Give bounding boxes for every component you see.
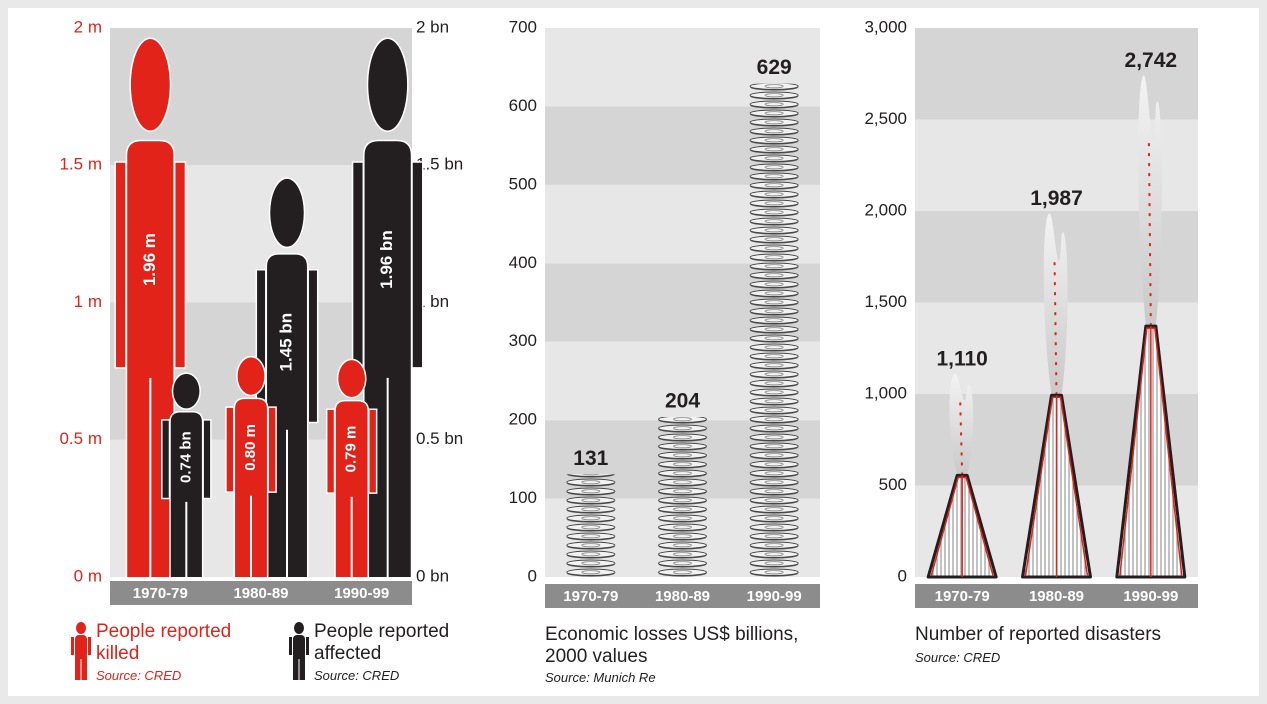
lava	[1024, 395, 1089, 577]
value-label: 131	[573, 447, 608, 470]
y-tick-label: 2,000	[864, 200, 907, 219]
legend-label: People reported killed	[96, 621, 232, 664]
y2-tick-label: 0 bn	[416, 566, 449, 585]
figure	[161, 372, 212, 579]
y-tick-label: 3,000	[864, 17, 907, 36]
y-tick-label: 300	[509, 331, 537, 350]
y-tick-label: 500	[879, 475, 907, 494]
source: Source: CRED	[96, 668, 182, 683]
legend-label: People reported affected	[314, 621, 450, 664]
x-tick-label: 1990-99	[747, 588, 802, 605]
coin-stack	[656, 417, 709, 577]
y-tick-label: 200	[509, 410, 537, 429]
y2-tick-label: 0.5 bn	[416, 429, 463, 448]
source: Source: CRED	[314, 668, 400, 683]
value-label: 0.79 m	[343, 426, 360, 473]
y-tick-label: 0 m	[74, 566, 102, 585]
figure	[325, 358, 378, 579]
y-tick-label: 1.5 m	[59, 155, 102, 174]
y-tick-label: 0	[898, 566, 907, 585]
coin-stack	[748, 83, 801, 577]
source: Source: Munich Re	[545, 670, 656, 685]
value-label: 629	[757, 56, 792, 79]
y2-tick-label: 1 bn	[416, 292, 449, 311]
x-tick-label: 1990-99	[334, 585, 389, 602]
value-label: 1,110	[936, 347, 987, 370]
y2-tick-label: 2 bn	[416, 17, 449, 36]
x-tick-label: 1980-89	[655, 588, 710, 605]
source: Source: CRED	[915, 650, 1001, 665]
category-strip	[110, 581, 412, 605]
value-label: 204	[665, 390, 700, 413]
y-tick-label: 2 m	[74, 17, 102, 36]
category-strip	[915, 584, 1198, 608]
x-tick-label: 1980-89	[233, 585, 288, 602]
value-label: 0.80 m	[242, 424, 259, 471]
lava	[1119, 326, 1183, 577]
y-tick-label: 700	[509, 17, 537, 36]
y-tick-label: 2,500	[864, 109, 907, 128]
y-tick-label: 500	[509, 174, 537, 193]
value-label: 1,987	[1030, 187, 1083, 210]
legend-icon-killed	[71, 622, 91, 680]
legend-icon-affected	[289, 622, 309, 680]
y2-tick-label: 1.5 bn	[416, 155, 463, 174]
category-strip	[545, 584, 820, 608]
lava-spray	[1147, 137, 1152, 327]
y-tick-label: 1,500	[864, 292, 907, 311]
y-tick-label: 600	[509, 96, 537, 115]
coin-stack	[564, 474, 617, 577]
y-tick-label: 0	[528, 566, 537, 585]
x-tick-label: 1970-79	[133, 585, 188, 602]
x-tick-label: 1970-79	[935, 588, 990, 605]
y-tick-label: 1,000	[864, 383, 907, 402]
chart-title: Economic losses US$ billions, 2000 value…	[545, 624, 799, 667]
figure	[225, 355, 277, 579]
lava-spray	[1053, 258, 1058, 396]
y-tick-label: 0.5 m	[59, 429, 102, 448]
y-tick-label: 1 m	[74, 292, 102, 311]
y-tick-label: 100	[509, 488, 537, 507]
x-tick-label: 1980-89	[1029, 588, 1084, 605]
lava-spray	[959, 399, 964, 476]
grid-band	[915, 28, 1198, 120]
lava	[930, 475, 994, 577]
y-tick-label: 400	[509, 253, 537, 272]
value-label: 1.96 m	[140, 233, 159, 286]
x-tick-label: 1970-79	[563, 588, 618, 605]
value-label: 1.45 bn	[276, 313, 295, 372]
value-label: 0.74 bn	[177, 431, 194, 483]
x-tick-label: 1990-99	[1123, 588, 1178, 605]
value-label: 1.96 bn	[377, 230, 396, 289]
smoke	[1138, 75, 1162, 327]
value-label: 2,742	[1125, 49, 1178, 72]
chart-title: Number of reported disasters	[915, 624, 1162, 645]
